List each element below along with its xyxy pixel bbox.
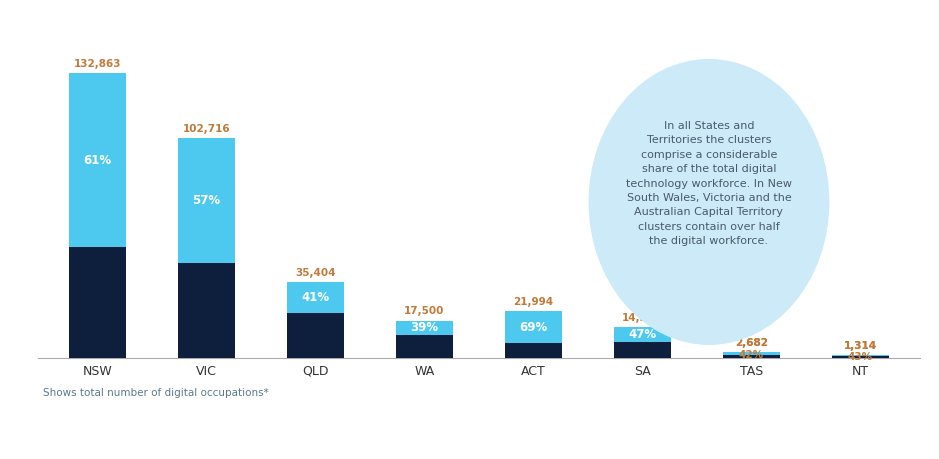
Text: 14,345: 14,345 xyxy=(623,313,663,323)
Text: 47%: 47% xyxy=(628,328,656,341)
Text: 61%: 61% xyxy=(84,154,112,167)
Bar xyxy=(396,320,453,335)
Bar xyxy=(723,355,779,358)
Text: 2,682: 2,682 xyxy=(735,338,768,348)
Text: 17,500: 17,500 xyxy=(404,306,444,316)
Text: 35,404: 35,404 xyxy=(295,268,335,278)
Bar xyxy=(396,335,453,358)
Bar xyxy=(505,343,562,358)
Text: 102,716: 102,716 xyxy=(183,124,230,134)
Text: 69%: 69% xyxy=(519,321,547,334)
Text: In all States and
Territories the clusters
comprise a considerable
share of the : In all States and Territories the cluste… xyxy=(626,121,792,246)
Text: 39%: 39% xyxy=(410,321,439,334)
Bar xyxy=(287,282,344,313)
Text: 132,863: 132,863 xyxy=(74,59,121,69)
Text: 2,682: 2,682 xyxy=(735,338,768,348)
Text: 1,314: 1,314 xyxy=(844,341,877,351)
Bar xyxy=(832,355,888,357)
Bar xyxy=(614,342,670,358)
Bar xyxy=(287,313,344,358)
Bar xyxy=(178,263,235,358)
Text: 1,314: 1,314 xyxy=(844,341,877,351)
Bar xyxy=(505,311,562,343)
Text: 57%: 57% xyxy=(192,194,221,207)
Bar xyxy=(832,357,888,358)
Bar xyxy=(69,73,126,247)
Text: 21,994: 21,994 xyxy=(514,297,553,307)
Text: Shows total number of digital occupations*: Shows total number of digital occupation… xyxy=(43,388,269,398)
Bar xyxy=(178,138,235,263)
Bar xyxy=(69,247,126,358)
Text: 43%: 43% xyxy=(848,352,873,362)
Text: 42%: 42% xyxy=(739,350,764,360)
Text: 41%: 41% xyxy=(301,291,330,304)
Bar xyxy=(614,327,670,342)
Bar xyxy=(723,352,779,355)
